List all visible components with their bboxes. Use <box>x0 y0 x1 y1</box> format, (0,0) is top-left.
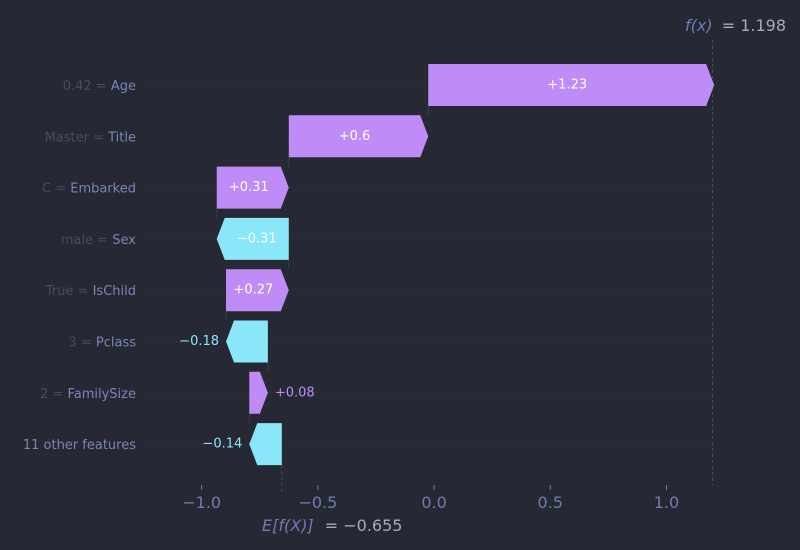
fx-symbol: f(x) <box>685 16 713 35</box>
expected-value-annotation: E[f(X)] = −0.655 <box>262 516 402 535</box>
x-tick-label: 0.5 <box>538 493 563 512</box>
x-axis: −1.0 −0.5 0.0 0.5 1.0 <box>182 485 679 512</box>
negative-bar <box>249 423 282 466</box>
feature-labels: 0.42 = Age Master = Title C = Embarked male… <box>23 79 136 453</box>
negative-bar <box>216 217 289 260</box>
feature-value: True = <box>45 284 93 299</box>
feature-value: 0.42 = <box>63 79 111 94</box>
ex-symbol: E[f(X)] <box>262 516 314 535</box>
fx-annotation: f(x) = 1.198 <box>685 16 786 35</box>
reference-lines <box>216 40 714 493</box>
bar-value-label: −0.31 <box>237 231 277 246</box>
fx-value: = 1.198 <box>722 16 786 35</box>
positive-bar <box>226 269 289 312</box>
x-tick-label: 1.0 <box>654 493 679 512</box>
feature-name: Sex <box>112 232 136 247</box>
contribution-bars: +1.23 +0.6 +0.31 −0.31 +0.27 −0.18 +0.08 −0.14 <box>179 64 715 466</box>
x-tick-label: 0.0 <box>421 493 446 512</box>
feature-label: 0.42 = Age <box>63 79 136 94</box>
feature-label: 3 = Pclass <box>68 335 136 350</box>
bar-value-label: +0.31 <box>229 180 269 195</box>
feature-name: Embarked <box>70 181 136 196</box>
feature-label: 2 = FamilySize <box>40 386 136 401</box>
bar-value-label: +0.08 <box>275 385 315 400</box>
feature-value: C = <box>42 181 70 196</box>
feature-value: male = <box>61 232 112 247</box>
feature-value: 3 = <box>68 335 95 350</box>
bar-value-label: −0.14 <box>202 437 242 452</box>
feature-label: True = IsChild <box>45 284 136 299</box>
feature-value: Master = <box>45 130 109 145</box>
feature-name: Pclass <box>96 335 136 350</box>
positive-bar <box>288 115 429 158</box>
feature-name: Age <box>111 79 136 94</box>
bar-value-label: +0.27 <box>233 283 273 298</box>
positive-bar <box>249 371 268 414</box>
bar-value-label: −0.18 <box>179 334 219 349</box>
ex-value: = −0.655 <box>325 516 403 535</box>
bar-value-label: +0.6 <box>339 129 371 144</box>
bar-value-label: +1.23 <box>547 78 587 93</box>
feature-label: C = Embarked <box>42 181 136 196</box>
feature-label: male = Sex <box>61 232 136 247</box>
feature-name: 11 other features <box>23 438 136 453</box>
positive-bar <box>216 166 289 209</box>
positive-bar <box>428 64 715 106</box>
feature-name: Title <box>107 130 136 145</box>
feature-label: 11 other features <box>23 438 136 453</box>
x-tick-label: −0.5 <box>298 493 337 512</box>
feature-name: FamilySize <box>67 386 136 401</box>
feature-label: Master = Title <box>45 130 136 145</box>
feature-value: 2 = <box>40 386 67 401</box>
value-annotations: f(x) = 1.198 E[f(X)] = −0.655 <box>262 16 786 535</box>
negative-bar <box>226 320 268 363</box>
feature-name: IsChild <box>93 284 136 299</box>
x-tick-label: −1.0 <box>182 493 221 512</box>
